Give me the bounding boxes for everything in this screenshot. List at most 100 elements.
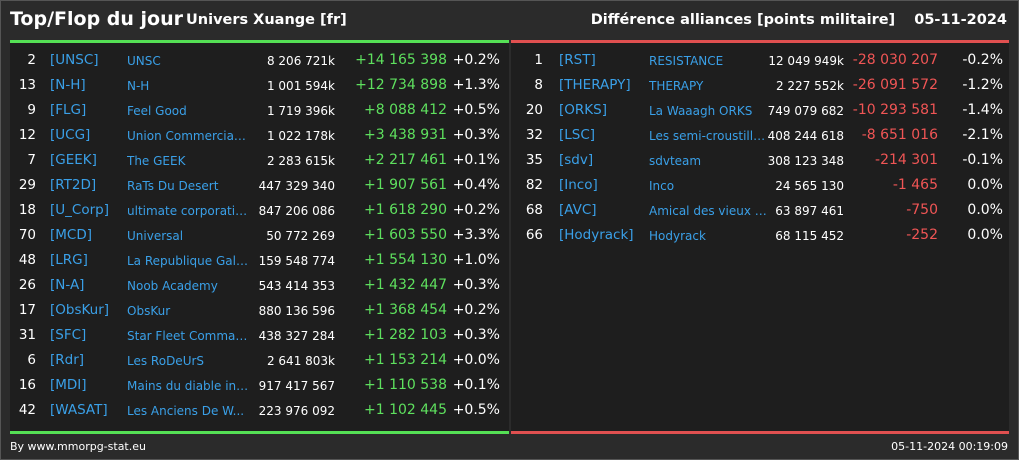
alliance-tag[interactable]: [ORKS] xyxy=(559,102,607,118)
points-difference: -1 465 xyxy=(892,177,938,193)
points-difference: +1 554 130 xyxy=(364,252,447,268)
top-row: 2 [UNSC] UNSC 8 206 721k +14 165 398 +0.2% xyxy=(10,48,509,73)
alliance-rank: 68 xyxy=(525,202,543,218)
percent-change: +0.2% xyxy=(452,302,500,318)
footer-source: By www.mmorpg-stat.eu xyxy=(10,440,146,453)
percent-change: +0.2% xyxy=(452,202,500,218)
alliance-tag[interactable]: [WASAT] xyxy=(50,402,108,418)
points-difference: +14 165 398 xyxy=(355,52,447,68)
percent-change: +0.0% xyxy=(452,352,500,368)
alliance-tag[interactable]: [MDI] xyxy=(50,377,87,393)
alliance-tag[interactable]: [RST] xyxy=(559,52,596,68)
alliance-points: 447 329 340 xyxy=(258,179,335,193)
footer-timestamp: 05-11-2024 00:19:09 xyxy=(891,440,1008,453)
alliance-rank: 42 xyxy=(18,402,36,418)
points-difference: -252 xyxy=(906,227,938,243)
alliance-points: 63 897 461 xyxy=(775,204,844,218)
top-row: 70 [MCD] Universal 50 772 269 +1 603 550 +3.3… xyxy=(10,223,509,248)
points-difference: -8 651 016 xyxy=(861,127,938,143)
percent-change: 0.0% xyxy=(967,227,1003,243)
top-accent-bar xyxy=(10,40,509,43)
alliance-tag[interactable]: [RT2D] xyxy=(50,177,97,193)
header-date: 05-11-2024 xyxy=(914,12,1007,28)
alliance-rank: 17 xyxy=(18,302,36,318)
alliance-rank: 66 xyxy=(525,227,543,243)
alliance-tag[interactable]: [AVC] xyxy=(559,202,597,218)
alliance-points: 847 206 086 xyxy=(258,204,335,218)
page-title: Top/Flop du jour xyxy=(10,8,183,30)
points-difference: -28 030 207 xyxy=(852,52,938,68)
alliance-tag[interactable]: [Inco] xyxy=(559,177,598,193)
alliance-points: 880 136 596 xyxy=(258,304,335,318)
percent-change: 0.0% xyxy=(967,202,1003,218)
alliance-points: 223 976 092 xyxy=(258,404,335,418)
alliance-rank: 13 xyxy=(18,77,36,93)
top-row: 16 [MDI] Mains du diable inco... 917 417 56… xyxy=(10,373,509,398)
header: Top/Flop du jour Univers Xuange [fr] Dif… xyxy=(0,0,1019,40)
alliance-rank: 29 xyxy=(18,177,36,193)
alliance-rank: 20 xyxy=(525,102,543,118)
flop-list: 1 [RST] RESISTANCE 12 049 949k -28 030 207 -0… xyxy=(511,43,1009,431)
percent-change: -0.2% xyxy=(962,52,1003,68)
alliance-points: 50 772 269 xyxy=(266,229,335,243)
points-difference: -26 091 572 xyxy=(852,77,938,93)
top-row: 29 [RT2D] RaTs Du Desert 447 329 340 +1 907 … xyxy=(10,173,509,198)
points-difference: +1 432 447 xyxy=(364,277,447,293)
alliance-points: 68 115 452 xyxy=(775,229,844,243)
alliance-tag[interactable]: [U_Corp] xyxy=(50,202,109,218)
top-row: 7 [GEEK] The GEEK 2 283 615k +2 217 461 +0.1% xyxy=(10,148,509,173)
alliance-tag[interactable]: [GEEK] xyxy=(50,152,97,168)
alliance-points: 917 417 567 xyxy=(258,379,335,393)
alliance-points: 543 414 353 xyxy=(258,279,335,293)
alliance-tag[interactable]: [LRG] xyxy=(50,252,88,268)
flop-row: 32 [LSC] Les semi-croustilla... 408 244 618… xyxy=(511,123,1009,148)
alliance-tag[interactable]: [N-A] xyxy=(50,277,85,293)
percent-change: -0.1% xyxy=(962,152,1003,168)
alliance-points: 749 079 682 xyxy=(767,104,844,118)
alliance-rank: 82 xyxy=(525,177,543,193)
points-difference: +1 282 103 xyxy=(364,327,447,343)
alliance-tag[interactable]: [Rdr] xyxy=(50,352,85,368)
top-accent-bar-bottom xyxy=(10,431,509,434)
alliance-rank: 1 xyxy=(534,52,543,68)
flop-panel: 1 [RST] RESISTANCE 12 049 949k -28 030 207 -0… xyxy=(511,40,1009,434)
points-difference: +1 153 214 xyxy=(364,352,447,368)
flop-accent-bar-bottom xyxy=(511,431,1009,434)
alliance-rank: 31 xyxy=(18,327,36,343)
points-difference: +12 734 898 xyxy=(355,77,447,93)
percent-change: -2.1% xyxy=(962,127,1003,143)
top-row: 13 [N-H] N-H 1 001 594k +12 734 898 +1.3% xyxy=(10,73,509,98)
alliance-points: 2 283 615k xyxy=(266,154,335,168)
top-row: 26 [N-A] Noob Academy 543 414 353 +1 432 447… xyxy=(10,273,509,298)
alliance-points: 408 244 618 xyxy=(767,129,844,143)
alliance-tag[interactable]: [MCD] xyxy=(50,227,93,243)
alliance-points: 1 719 396k xyxy=(266,104,335,118)
alliance-tag[interactable]: [UCG] xyxy=(50,127,91,143)
header-right: Différence alliances [points militaire] … xyxy=(577,12,1007,28)
alliance-rank: 6 xyxy=(27,352,36,368)
alliance-points: 8 206 721k xyxy=(266,54,335,68)
percent-change: +0.3% xyxy=(452,277,500,293)
metric-label: Différence alliances [points militaire] xyxy=(590,12,896,28)
alliance-points: 1 022 178k xyxy=(266,129,335,143)
flop-row: 82 [Inco] Inco 24 565 130 -1 465 0.0% xyxy=(511,173,1009,198)
points-difference: +1 110 538 xyxy=(364,377,447,393)
alliance-rank: 32 xyxy=(525,127,543,143)
alliance-tag[interactable]: [Hodyrack] xyxy=(559,227,634,243)
flop-row: 1 [RST] RESISTANCE 12 049 949k -28 030 207 -0… xyxy=(511,48,1009,73)
alliance-tag[interactable]: [SFC] xyxy=(50,327,87,343)
alliance-tag[interactable]: [sdv] xyxy=(559,152,594,168)
alliance-rank: 48 xyxy=(18,252,36,268)
alliance-tag[interactable]: [ObsKur] xyxy=(50,302,110,318)
alliance-tag[interactable]: [THERAPY] xyxy=(559,77,631,93)
alliance-tag[interactable]: [N-H] xyxy=(50,77,86,93)
alliance-tag[interactable]: [LSC] xyxy=(559,127,596,143)
alliance-rank: 18 xyxy=(18,202,36,218)
points-difference: +1 603 550 xyxy=(364,227,447,243)
alliance-rank: 2 xyxy=(27,52,36,68)
flop-row: 68 [AVC] Amical des vieux co... 63 897 461-… xyxy=(511,198,1009,223)
percent-change: +0.3% xyxy=(452,327,500,343)
percent-change: +0.4% xyxy=(452,177,500,193)
alliance-tag[interactable]: [FLG] xyxy=(50,102,87,118)
alliance-tag[interactable]: [UNSC] xyxy=(50,52,99,68)
